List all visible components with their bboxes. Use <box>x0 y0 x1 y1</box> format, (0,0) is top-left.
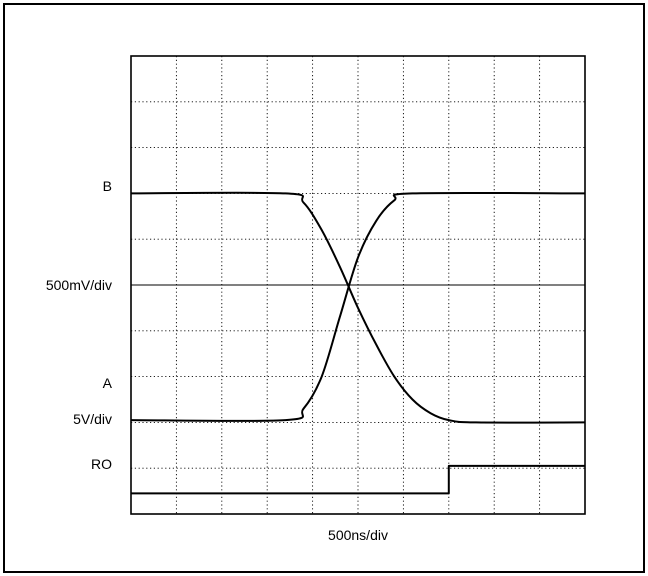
trace-label-a: A <box>103 375 113 391</box>
trace-label-ro: RO <box>91 456 112 472</box>
scale-label-5v: 5V/div <box>73 411 112 427</box>
trace-b <box>130 191 586 424</box>
x-axis-label: 500ns/div <box>328 527 388 543</box>
traces <box>130 191 586 495</box>
trace-ro <box>131 464 585 495</box>
scale-label-500mv: 500mV/div <box>46 277 112 293</box>
trace-label-b: B <box>103 178 112 194</box>
trace-a <box>130 191 586 422</box>
